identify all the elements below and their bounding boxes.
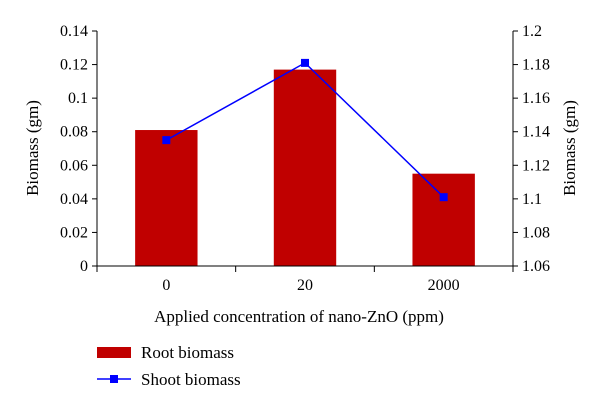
y-tick-label-right: 1.12 — [522, 157, 550, 174]
x-axis-label: Applied concentration of nano-ZnO (ppm) — [154, 307, 444, 326]
y-tick-label-left: 0.06 — [60, 157, 88, 174]
bar-root-biomass-0 — [135, 130, 198, 266]
y-tick-label-right: 1.14 — [522, 124, 550, 141]
y-tick-label-left: 0.04 — [60, 191, 88, 208]
y-axis-label-left: Biomass (gm) — [23, 100, 42, 196]
x-tick-label: 20 — [297, 277, 313, 294]
y-tick-label-left: 0.12 — [60, 57, 88, 74]
y-tick-label-left: 0.1 — [68, 90, 88, 107]
x-tick-label: 0 — [162, 277, 170, 294]
legend-swatch-root-biomass — [97, 347, 131, 358]
y-tick-label-left: 0.08 — [60, 124, 88, 141]
legend-label-root-biomass: Root biomass — [141, 343, 234, 362]
legend: Root biomass Shoot biomass — [97, 343, 241, 389]
point-shoot-biomass-0 — [162, 136, 171, 145]
y-tick-label-left: 0 — [80, 258, 88, 275]
legend-label-shoot-biomass: Shoot biomass — [141, 370, 241, 389]
y-tick-label-right: 1.08 — [522, 224, 550, 241]
y-axis-label-right: Biomass (gm) — [560, 100, 579, 196]
point-shoot-biomass-20 — [301, 58, 309, 67]
y-tick-label-right: 1.1 — [522, 191, 542, 208]
bar-root-biomass-20 — [273, 69, 337, 266]
y-tick-label-right: 1.06 — [522, 258, 550, 275]
y-tick-label-right: 1.18 — [522, 57, 550, 74]
y-tick-label-left: 0.14 — [60, 23, 88, 40]
x-tick-label: 2000 — [428, 277, 460, 294]
bar-root-biomass-2000 — [412, 173, 475, 266]
y-tick-label-right: 1.16 — [522, 90, 550, 107]
point-shoot-biomass-2000 — [439, 193, 448, 202]
y-tick-label-right: 1.2 — [522, 23, 542, 40]
plot-area: 0 0.02 0.04 0.06 0.08 0.1 0.12 0.14 1.06 1.08 1.1 1… — [60, 23, 550, 294]
y-tick-label-left: 0.02 — [60, 224, 88, 241]
legend-marker-shoot-biomass — [110, 375, 118, 383]
